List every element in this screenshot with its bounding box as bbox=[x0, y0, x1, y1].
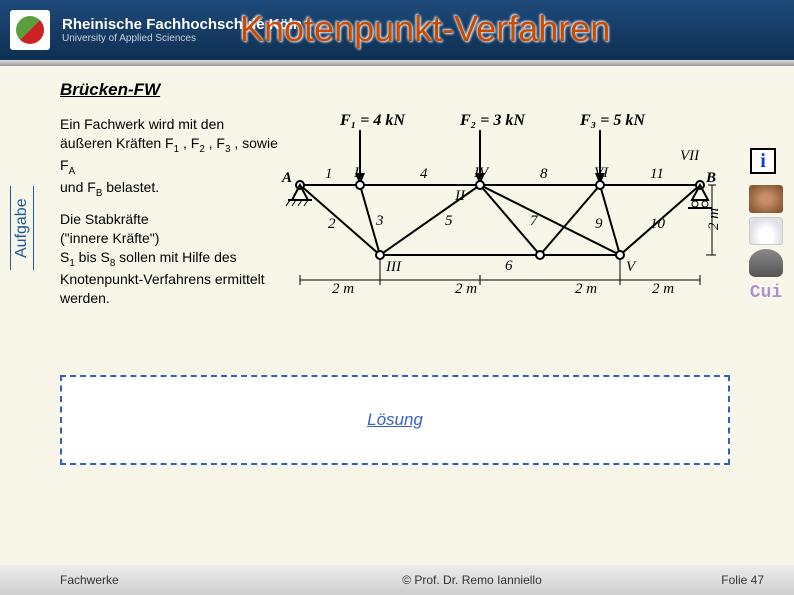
thumb-3[interactable] bbox=[749, 249, 783, 277]
svg-text:2 m: 2 m bbox=[706, 208, 720, 230]
paragraph-1: Ein Fachwerk wird mit den äußeren Kräfte… bbox=[60, 115, 280, 200]
university-logo bbox=[10, 10, 50, 50]
label-B: B bbox=[705, 170, 716, 186]
svg-text:11: 11 bbox=[650, 166, 664, 182]
solution-link[interactable]: Lösung bbox=[367, 410, 423, 430]
footer-mid: © Prof. Dr. Remo Ianniello bbox=[260, 573, 684, 587]
section-heading: Brücken-FW bbox=[60, 80, 160, 100]
content-area: Brücken-FW Aufgabe Ein Fachwerk wird mit… bbox=[0, 70, 794, 550]
svg-text:2 m: 2 m bbox=[455, 281, 477, 295]
logo-mark bbox=[16, 16, 44, 44]
svg-text:F₃ = 5 kN: F₃ = 5 kN bbox=[579, 112, 646, 129]
footer-left: Fachwerke bbox=[60, 573, 260, 587]
svg-text:5: 5 bbox=[445, 213, 453, 229]
footer: Fachwerke © Prof. Dr. Remo Ianniello Fol… bbox=[0, 565, 794, 595]
footer-right: Folie 47 bbox=[684, 573, 764, 587]
label-A: A bbox=[281, 170, 292, 186]
paragraph-2: Die Stabkräfte("innere Kräfte")S1 bis S8… bbox=[60, 210, 280, 308]
header: Rheinische Fachhochschule Köln Universit… bbox=[0, 0, 794, 60]
thumb-2[interactable] bbox=[749, 217, 783, 245]
info-icon[interactable]: i bbox=[750, 148, 776, 174]
side-label-aufgabe: Aufgabe bbox=[10, 186, 34, 270]
svg-text:I: I bbox=[353, 165, 360, 181]
svg-text:V: V bbox=[626, 259, 637, 275]
svg-text:2 m: 2 m bbox=[575, 281, 597, 295]
quiz-label: Cui bbox=[750, 283, 782, 303]
svg-text:3: 3 bbox=[375, 213, 384, 229]
support-A bbox=[286, 185, 312, 206]
svg-text:2 m: 2 m bbox=[652, 281, 674, 295]
svg-text:2: 2 bbox=[328, 216, 336, 232]
svg-text:8: 8 bbox=[540, 166, 548, 182]
svg-text:VII: VII bbox=[680, 148, 700, 164]
solution-box: Lösung bbox=[60, 375, 730, 465]
svg-text:II: II bbox=[454, 188, 466, 204]
svg-text:IV: IV bbox=[473, 165, 490, 181]
svg-text:VI: VI bbox=[594, 165, 609, 181]
svg-text:10: 10 bbox=[650, 216, 666, 232]
svg-text:III: III bbox=[385, 259, 402, 275]
svg-text:F₁ = 4 kN: F₁ = 4 kN bbox=[339, 112, 406, 129]
sidebar-thumbnails: Cui bbox=[746, 185, 786, 303]
svg-text:4: 4 bbox=[420, 166, 428, 182]
header-divider bbox=[0, 60, 794, 66]
svg-text:9: 9 bbox=[595, 216, 603, 232]
truss-diagram: F₁ = 4 kN F₂ = 3 kN F₃ = 5 kN IIVVIIIIV bbox=[280, 100, 720, 295]
svg-text:2 m: 2 m bbox=[332, 281, 354, 295]
svg-text:7: 7 bbox=[530, 213, 539, 229]
svg-text:F₂ = 3 kN: F₂ = 3 kN bbox=[459, 112, 526, 129]
thumb-1[interactable] bbox=[749, 185, 783, 213]
svg-text:1: 1 bbox=[325, 166, 333, 182]
page-title: Knotenpunkt-Verfahren bbox=[240, 8, 610, 50]
svg-text:6: 6 bbox=[505, 258, 513, 274]
